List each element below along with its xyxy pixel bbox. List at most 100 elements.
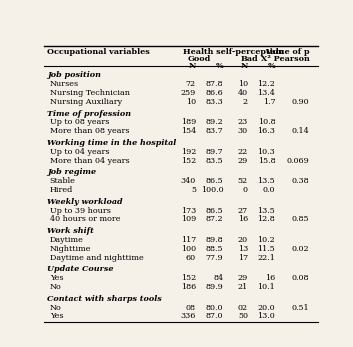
Text: 52: 52	[238, 177, 248, 185]
Text: 80.0: 80.0	[206, 304, 223, 312]
Text: Nursing Auxiliary: Nursing Auxiliary	[49, 98, 122, 106]
Text: 154: 154	[181, 127, 196, 135]
Text: 152: 152	[181, 274, 196, 282]
Text: 0: 0	[243, 186, 248, 194]
Text: 5: 5	[191, 186, 196, 194]
Text: Up to 08 years: Up to 08 years	[49, 118, 109, 126]
Text: 83.3: 83.3	[205, 98, 223, 106]
Text: Time of profession: Time of profession	[47, 110, 131, 118]
Text: 0.14: 0.14	[292, 127, 310, 135]
Text: 259: 259	[181, 89, 196, 97]
Text: No: No	[49, 283, 61, 291]
Text: 117: 117	[181, 236, 196, 244]
Text: 10.1: 10.1	[258, 283, 275, 291]
Text: N: N	[240, 62, 248, 70]
Text: 1.7: 1.7	[263, 98, 275, 106]
Text: 0.90: 0.90	[292, 98, 310, 106]
Text: 10.3: 10.3	[258, 148, 275, 156]
Text: 100.0: 100.0	[201, 186, 223, 194]
Text: 0.02: 0.02	[292, 245, 310, 253]
Text: Nursing Technician: Nursing Technician	[49, 89, 130, 97]
Text: %: %	[216, 62, 223, 70]
Text: 152: 152	[181, 156, 196, 164]
Text: 87.0: 87.0	[206, 312, 223, 320]
Text: 0.08: 0.08	[292, 274, 310, 282]
Text: 72: 72	[186, 80, 196, 88]
Text: 40: 40	[238, 89, 248, 97]
Text: 29: 29	[238, 274, 248, 282]
Text: Up to 39 hours: Up to 39 hours	[49, 206, 110, 214]
Text: 0.85: 0.85	[292, 215, 310, 223]
Text: Job regime: Job regime	[47, 168, 96, 176]
Text: 83.7: 83.7	[206, 127, 223, 135]
Text: 13: 13	[238, 245, 248, 253]
Text: 22: 22	[238, 148, 248, 156]
Text: Weekly workload: Weekly workload	[47, 198, 122, 206]
Text: 13.5: 13.5	[258, 206, 275, 214]
Text: 89.9: 89.9	[205, 283, 223, 291]
Text: 12.8: 12.8	[258, 215, 275, 223]
Text: 100: 100	[181, 245, 196, 253]
Text: Nighttime: Nighttime	[49, 245, 91, 253]
Text: 173: 173	[181, 206, 196, 214]
Text: More than 08 years: More than 08 years	[49, 127, 129, 135]
Text: Work shift: Work shift	[47, 227, 94, 235]
Text: Hired: Hired	[49, 186, 73, 194]
Text: 0.38: 0.38	[292, 177, 310, 185]
Text: 340: 340	[181, 177, 196, 185]
Text: Health self-perception: Health self-perception	[183, 48, 283, 56]
Text: 10.8: 10.8	[258, 118, 275, 126]
Text: 20: 20	[238, 236, 248, 244]
Text: N: N	[189, 62, 196, 70]
Text: 23: 23	[238, 118, 248, 126]
Text: 83.5: 83.5	[206, 156, 223, 164]
Text: 10: 10	[238, 80, 248, 88]
Text: 16: 16	[238, 215, 248, 223]
Text: 2: 2	[243, 98, 248, 106]
Text: 16.3: 16.3	[257, 127, 275, 135]
Text: 87.8: 87.8	[206, 80, 223, 88]
Text: Stable: Stable	[49, 177, 76, 185]
Text: 89.8: 89.8	[206, 236, 223, 244]
Text: No: No	[49, 304, 61, 312]
Text: 20.0: 20.0	[258, 304, 275, 312]
Text: 192: 192	[181, 148, 196, 156]
Text: 89.2: 89.2	[205, 118, 223, 126]
Text: 186: 186	[181, 283, 196, 291]
Text: Working time in the hospital: Working time in the hospital	[47, 139, 176, 147]
Text: Nurses: Nurses	[49, 80, 79, 88]
Text: Daytime: Daytime	[49, 236, 83, 244]
Text: 21: 21	[238, 283, 248, 291]
Text: 10: 10	[186, 98, 196, 106]
Text: Update Course: Update Course	[47, 265, 113, 273]
Text: More than 04 years: More than 04 years	[49, 156, 129, 164]
Text: 22.1: 22.1	[257, 254, 275, 262]
Text: 86.6: 86.6	[205, 89, 223, 97]
Text: 60: 60	[186, 254, 196, 262]
Text: 77.9: 77.9	[206, 254, 223, 262]
Text: 17: 17	[238, 254, 248, 262]
Text: 40 hours or more: 40 hours or more	[49, 215, 120, 223]
Text: 15.8: 15.8	[258, 156, 275, 164]
Text: 16: 16	[265, 274, 275, 282]
Text: 29: 29	[238, 156, 248, 164]
Text: Up to 04 years: Up to 04 years	[49, 148, 109, 156]
Text: Yes: Yes	[49, 274, 63, 282]
Text: 86.5: 86.5	[206, 206, 223, 214]
Text: 87.2: 87.2	[206, 215, 223, 223]
Text: Contact with sharps tools: Contact with sharps tools	[47, 295, 162, 303]
Text: 0.069: 0.069	[287, 156, 310, 164]
Text: Value of p: Value of p	[265, 48, 310, 56]
Text: 13.0: 13.0	[258, 312, 275, 320]
Text: Good: Good	[188, 55, 211, 63]
Text: 0.51: 0.51	[292, 304, 310, 312]
Text: 88.5: 88.5	[206, 245, 223, 253]
Text: Job position: Job position	[47, 71, 101, 79]
Text: 10.2: 10.2	[258, 236, 275, 244]
Text: 11.5: 11.5	[258, 245, 275, 253]
Text: 50: 50	[238, 312, 248, 320]
Text: 0.0: 0.0	[263, 186, 275, 194]
Text: X² Pearson: X² Pearson	[261, 55, 310, 63]
Text: 89.7: 89.7	[206, 148, 223, 156]
Text: 12.2: 12.2	[257, 80, 275, 88]
